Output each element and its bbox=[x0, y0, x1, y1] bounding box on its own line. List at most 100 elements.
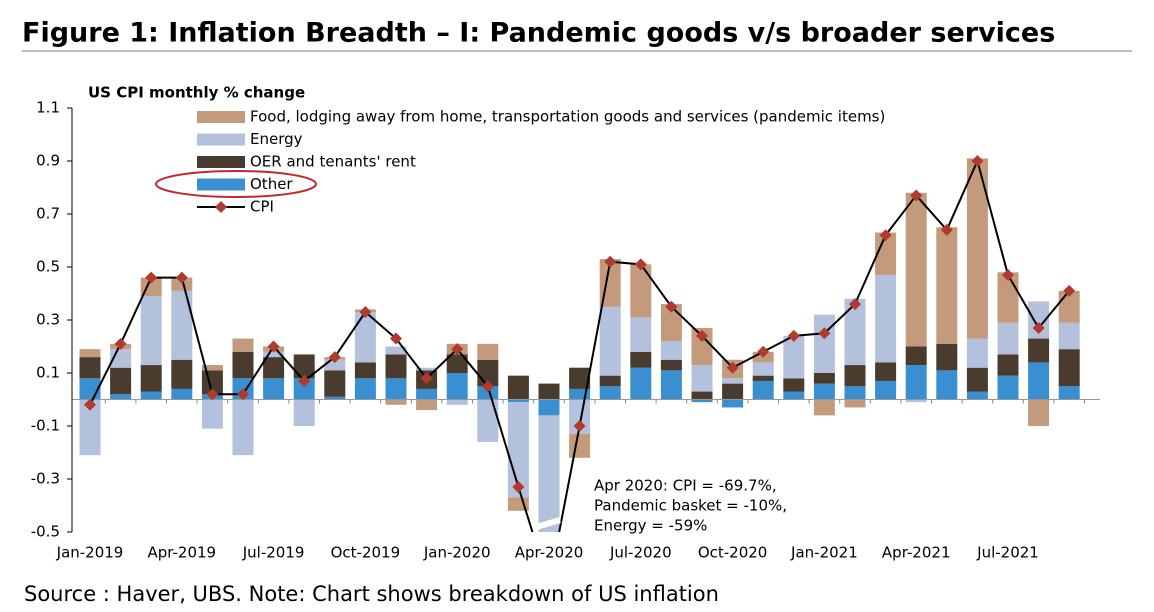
bar bbox=[875, 274, 897, 363]
cpi-marker bbox=[175, 271, 188, 284]
bar bbox=[691, 399, 713, 403]
bar bbox=[171, 277, 193, 291]
cpi-marker bbox=[696, 329, 708, 342]
cpi-marker bbox=[390, 332, 402, 345]
bar bbox=[171, 290, 193, 360]
bar bbox=[354, 378, 376, 400]
y-tick-label: 0.5 bbox=[36, 258, 60, 276]
bar bbox=[844, 298, 866, 366]
y-tick-label: 0.3 bbox=[36, 311, 60, 329]
bar bbox=[201, 399, 223, 429]
bar bbox=[905, 399, 927, 403]
bar bbox=[507, 399, 529, 403]
bar bbox=[997, 354, 1019, 376]
bar bbox=[446, 354, 468, 373]
bar bbox=[844, 399, 866, 408]
bar bbox=[660, 304, 682, 342]
bar bbox=[324, 359, 346, 371]
bar bbox=[201, 365, 223, 371]
cpi-marker bbox=[1002, 268, 1014, 281]
bar bbox=[783, 335, 805, 379]
bar bbox=[599, 386, 621, 400]
source-note: Source : Haver, UBS. Note: Chart shows b… bbox=[24, 582, 719, 606]
bar bbox=[844, 386, 866, 400]
bar bbox=[385, 378, 407, 400]
bar bbox=[569, 367, 591, 389]
legend-swatch bbox=[197, 133, 245, 146]
x-tick-label: Jul-2020 bbox=[609, 544, 672, 562]
legend-swatch bbox=[197, 156, 245, 168]
bar bbox=[446, 373, 468, 400]
cpi-marker bbox=[726, 361, 739, 374]
y-tick-label: 0.7 bbox=[36, 205, 60, 223]
bar bbox=[936, 370, 958, 400]
break-mark bbox=[532, 517, 561, 531]
bar bbox=[171, 359, 193, 389]
bar bbox=[875, 362, 897, 381]
legend-label: Food, lodging away from home, transporta… bbox=[250, 108, 885, 126]
bar bbox=[232, 338, 254, 352]
legend-label: OER and tenants' rent bbox=[250, 153, 416, 171]
bar bbox=[569, 388, 591, 400]
cpi-marker bbox=[787, 329, 800, 342]
cpi-marker bbox=[818, 327, 831, 340]
x-tick-label: Apr-2019 bbox=[148, 544, 217, 562]
bar bbox=[1058, 349, 1080, 387]
y-axis-label: US CPI monthly % change bbox=[88, 84, 305, 102]
bar bbox=[385, 354, 407, 379]
cpi-marker bbox=[910, 189, 923, 202]
bar bbox=[752, 380, 774, 400]
bar bbox=[1058, 322, 1080, 350]
bar bbox=[966, 367, 988, 392]
cpi-marker bbox=[84, 398, 96, 411]
legend-label: Other bbox=[250, 175, 293, 193]
bar bbox=[569, 433, 591, 458]
cpi-marker bbox=[573, 420, 586, 432]
bar bbox=[599, 375, 621, 387]
bar bbox=[722, 383, 744, 400]
bar bbox=[905, 365, 927, 400]
bar bbox=[293, 354, 315, 379]
x-tick-label: Apr-2021 bbox=[882, 544, 951, 562]
bar bbox=[905, 192, 927, 347]
annotation: Pandemic basket = -10%, bbox=[594, 497, 787, 515]
bar bbox=[813, 399, 835, 416]
cpi-marker bbox=[1063, 284, 1076, 297]
bar bbox=[293, 378, 315, 400]
cpi-marker bbox=[420, 372, 433, 385]
bar bbox=[875, 380, 897, 400]
bar bbox=[140, 365, 162, 392]
cpi-marker bbox=[604, 255, 617, 268]
bar bbox=[263, 351, 285, 358]
bar bbox=[79, 357, 101, 379]
y-tick-label: -0.3 bbox=[31, 470, 60, 488]
y-tick-label: -0.5 bbox=[31, 523, 60, 541]
legend-label: CPI bbox=[250, 198, 274, 216]
cpi-marker bbox=[481, 380, 494, 393]
bar bbox=[1028, 301, 1050, 339]
cpi-marker bbox=[757, 345, 770, 358]
bar bbox=[722, 378, 744, 384]
bar bbox=[1028, 338, 1050, 363]
y-tick-label: 0.1 bbox=[36, 364, 60, 382]
bar bbox=[752, 362, 774, 376]
bar bbox=[660, 341, 682, 360]
bar bbox=[171, 388, 193, 400]
bar bbox=[538, 383, 560, 400]
bar bbox=[507, 402, 529, 498]
cpi-marker bbox=[267, 340, 280, 353]
bar bbox=[813, 373, 835, 384]
bar bbox=[660, 359, 682, 371]
y-tick-label: 1.1 bbox=[36, 99, 60, 117]
cpi-marker bbox=[298, 374, 311, 387]
bar bbox=[630, 351, 652, 368]
bar bbox=[630, 367, 652, 400]
bar bbox=[324, 370, 346, 397]
legend-marker bbox=[215, 201, 227, 213]
bar bbox=[538, 415, 560, 532]
bar bbox=[477, 343, 499, 360]
bar bbox=[966, 338, 988, 368]
bar bbox=[813, 383, 835, 400]
cpi-marker bbox=[634, 258, 647, 271]
